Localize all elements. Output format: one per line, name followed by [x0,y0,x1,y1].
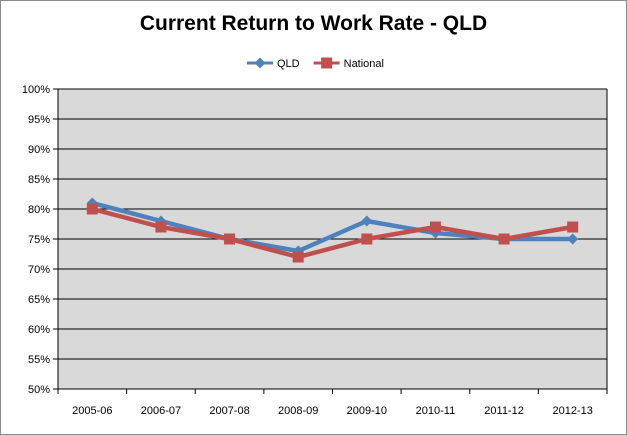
legend-label: QLD [277,58,300,70]
x-tick-label: 2011-12 [484,405,524,417]
y-tick-label: 90% [28,144,50,156]
y-tick-label: 50% [28,384,50,396]
x-tick-label: 2010-11 [416,405,456,417]
y-tick-label: 75% [28,234,50,246]
y-tick-label: 60% [28,324,50,336]
y-tick-label: 100% [22,84,50,96]
national-point [155,221,167,233]
x-tick-label: 2009-10 [347,405,387,417]
series [86,197,579,263]
qld-point [361,215,373,227]
national-point [292,251,304,263]
legend: QLD National [247,57,384,70]
x-tick-label: 2008-09 [278,405,318,417]
y-tick-label: 85% [28,174,50,186]
x-tick-label: 2006-07 [141,405,181,417]
x-tick-label: 2005-06 [72,405,112,417]
national-point [321,57,333,69]
national-point [567,221,579,233]
x-tick-label: 2012-13 [553,405,593,417]
y-tick-label: 65% [28,294,50,306]
qld-point [254,57,266,69]
y-tick-label: 55% [28,354,50,366]
national-point [361,233,373,245]
chart-title: Current Return to Work Rate - QLD [139,12,488,35]
legend-item-national: National [313,57,384,70]
y-tick-label: 70% [28,264,50,276]
y-tick-label: 80% [28,204,50,216]
national-point [429,221,441,233]
legend-label: National [344,58,384,70]
national-point [224,233,236,245]
axes: 50% 55% 60% 65% 70% 75% 80% 85% 90% 95% 100% 2005-0… [22,84,608,417]
qld-point [567,233,579,245]
legend-item-qld: QLD [247,57,300,70]
national-point [86,203,98,215]
series-national [86,203,579,263]
series-line [90,206,575,260]
y-tick-label: 95% [28,114,50,126]
x-tick-label: 2007-08 [209,405,249,417]
national-point [498,233,510,245]
